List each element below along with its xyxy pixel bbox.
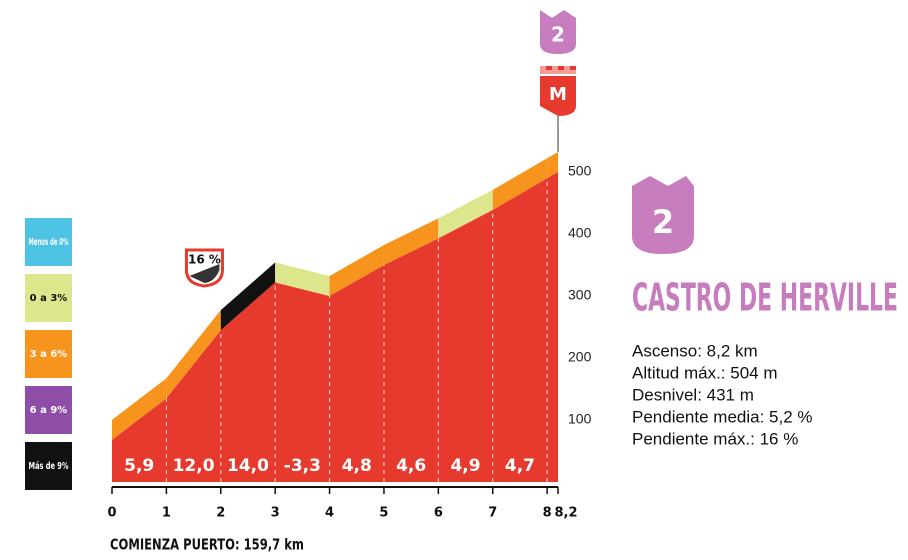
x-tick-label: 5	[379, 506, 388, 521]
y-tick-label: 300	[568, 287, 592, 303]
stats: Ascenso: 8,2 km Altitud máx.: 504 m Desniv…	[632, 341, 813, 448]
max-gradient-wedge	[189, 264, 220, 283]
x-label: COMIENZA PUERTO: 159,7 km	[110, 536, 304, 554]
legend-swatch	[25, 218, 72, 266]
segment-gradient: 14,0	[227, 456, 269, 476]
profile-area	[112, 172, 558, 482]
x-tick-label: 3	[271, 506, 280, 521]
segment-gradient: -3,3	[284, 456, 321, 476]
gradient-band	[275, 262, 330, 296]
legend-label: 6 a 9%	[30, 405, 68, 416]
segment-gradient: 4,7	[505, 456, 535, 476]
legend-label: Menos de 0%	[29, 237, 69, 248]
stat-line: Altitud máx.: 504 m	[632, 363, 778, 382]
plot: 5,9 12,0 14,0 -3,3 4,8 4,6 4,9 4,7 0 1 2 3 4 5 6 7 8 8,2 1…	[107, 116, 592, 521]
x-tick-label: 1	[162, 506, 171, 521]
stat-line: Ascenso: 8,2 km	[632, 341, 758, 360]
gradient-band	[438, 189, 493, 239]
gradient-band	[220, 262, 276, 331]
segment-gradient: 4,8	[342, 456, 372, 476]
finish-badge-text: M	[549, 84, 567, 105]
y-tick-label: 100	[568, 411, 592, 427]
category-text: 2	[652, 203, 674, 241]
x-tick-label: 2	[216, 506, 225, 521]
climb-name: CASTRO DE HERVILLE	[632, 276, 898, 320]
legend-swatch	[25, 386, 72, 434]
x-tick-label: 8	[543, 506, 552, 521]
segment-gradient: 4,6	[396, 456, 426, 476]
legend-label: 3 a 6%	[30, 349, 68, 360]
y-tick-label: 400	[568, 225, 592, 241]
legend-swatch	[25, 274, 72, 322]
gradient-band	[383, 218, 439, 265]
category-badge-text: 2	[551, 23, 565, 47]
x-tick-label: 6	[434, 506, 443, 521]
segment-gradient: 5,9	[124, 456, 154, 476]
gradient-band	[492, 158, 548, 210]
legend-label: Más de 9%	[29, 460, 69, 472]
gradient-band	[166, 310, 221, 399]
x-tick-label: 4	[325, 506, 334, 521]
gradient-band	[547, 152, 558, 179]
legend-swatch	[25, 330, 72, 378]
y-tick-label: 500	[568, 163, 592, 179]
legend-swatch	[25, 442, 72, 490]
max-gradient-label: 16 %	[188, 253, 221, 267]
y-tick-label: 200	[568, 349, 592, 365]
x-tick-label: 0	[107, 506, 116, 521]
x-tick-label: 7	[488, 506, 497, 521]
category-badge-small: 2	[540, 10, 576, 54]
segment-gradient: 12,0	[173, 456, 215, 476]
stat-line: Pendiente media: 5,2 %	[632, 407, 813, 426]
x-tick-label: 8,2	[554, 506, 577, 521]
stat-line: Pendiente máx.: 16 %	[632, 429, 798, 448]
legend-label: 0 a 3%	[30, 293, 68, 304]
gradient-band	[112, 378, 167, 440]
legend: Menos de 0% 0 a 3% 3 a 6% 6 a 9% Más de 9%	[25, 218, 72, 490]
segment-gradient: 4,9	[450, 456, 480, 476]
finish-badge: M	[540, 66, 576, 116]
stat-line: Desnivel: 431 m	[632, 385, 754, 404]
gradient-band	[329, 245, 384, 296]
category-badge: 2	[632, 176, 694, 254]
